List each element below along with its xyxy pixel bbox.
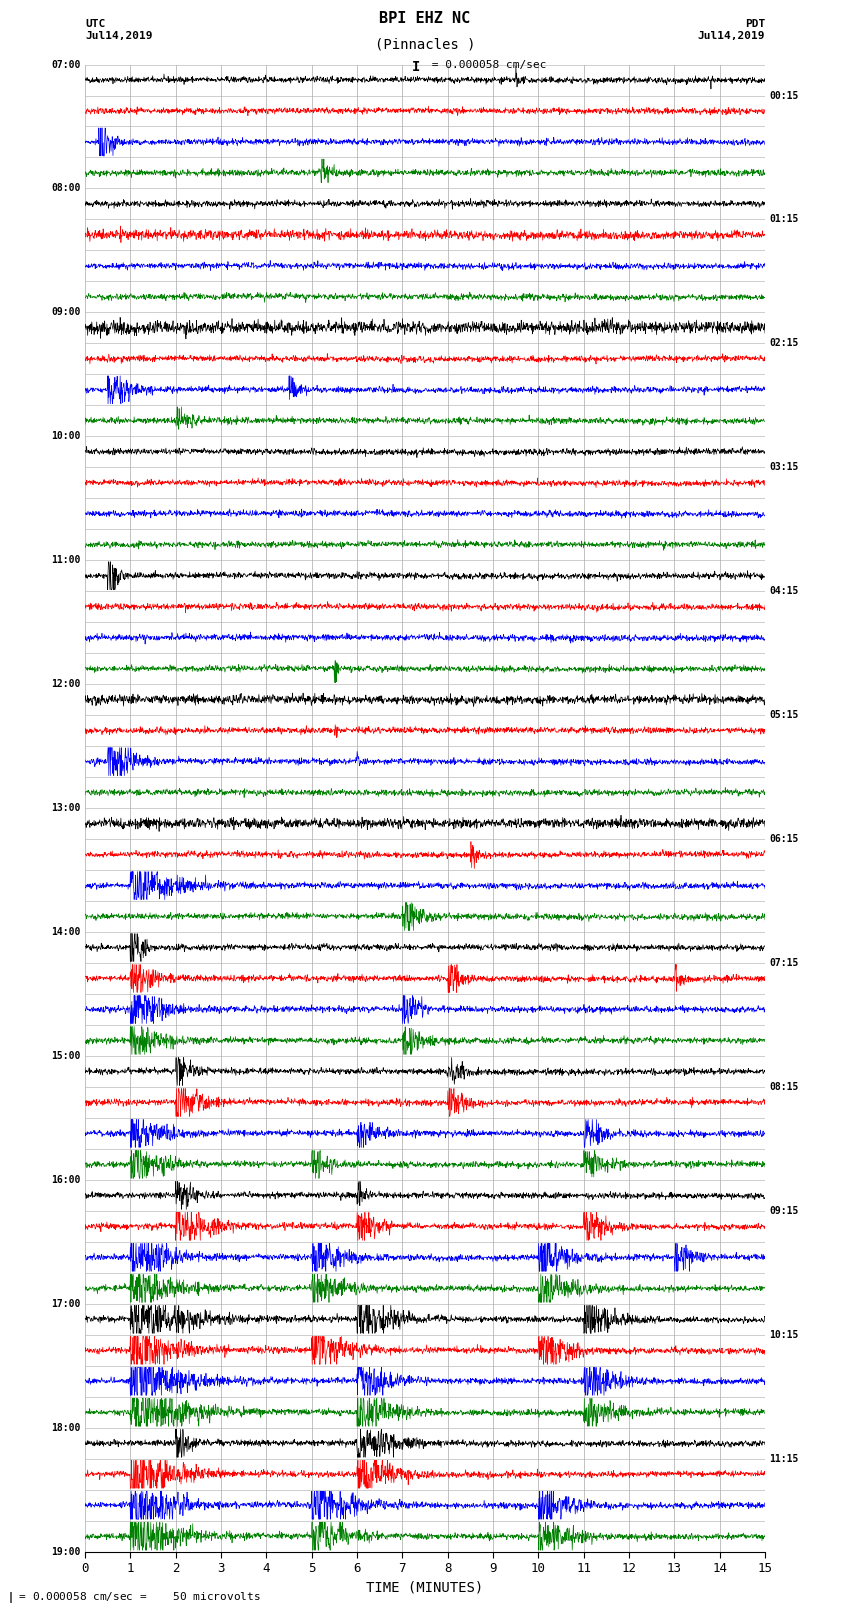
- Text: 00:15: 00:15: [769, 90, 799, 100]
- Text: 01:15: 01:15: [769, 215, 799, 224]
- Text: UTC
Jul14,2019: UTC Jul14,2019: [85, 19, 152, 40]
- Text: 05:15: 05:15: [769, 710, 799, 719]
- Text: 02:15: 02:15: [769, 339, 799, 348]
- Text: 17:00: 17:00: [51, 1298, 81, 1308]
- Text: I: I: [412, 60, 421, 74]
- Text: 07:00: 07:00: [51, 60, 81, 69]
- Text: 19:00: 19:00: [51, 1547, 81, 1557]
- Text: 07:15: 07:15: [769, 958, 799, 968]
- Text: 13:00: 13:00: [51, 803, 81, 813]
- Text: 09:00: 09:00: [51, 308, 81, 318]
- Text: 18:00: 18:00: [51, 1423, 81, 1432]
- Text: 03:15: 03:15: [769, 463, 799, 473]
- Text: PDT
Jul14,2019: PDT Jul14,2019: [698, 19, 765, 40]
- Text: 10:15: 10:15: [769, 1329, 799, 1340]
- Text: 04:15: 04:15: [769, 586, 799, 597]
- Text: 16:00: 16:00: [51, 1174, 81, 1186]
- Text: 14:00: 14:00: [51, 927, 81, 937]
- Text: 08:15: 08:15: [769, 1082, 799, 1092]
- Text: 12:00: 12:00: [51, 679, 81, 689]
- Text: 11:00: 11:00: [51, 555, 81, 565]
- Text: = 0.000058 cm/sec: = 0.000058 cm/sec: [425, 60, 547, 69]
- Text: 09:15: 09:15: [769, 1207, 799, 1216]
- Text: (Pinnacles ): (Pinnacles ): [375, 37, 475, 52]
- Text: 11:15: 11:15: [769, 1453, 799, 1463]
- Text: $\bf{|}$ = 0.000058 cm/sec =    50 microvolts: $\bf{|}$ = 0.000058 cm/sec = 50 microvol…: [8, 1590, 261, 1605]
- Text: 15:00: 15:00: [51, 1052, 81, 1061]
- Text: 08:00: 08:00: [51, 184, 81, 194]
- Text: 06:15: 06:15: [769, 834, 799, 844]
- Text: 10:00: 10:00: [51, 431, 81, 442]
- Text: BPI EHZ NC: BPI EHZ NC: [379, 11, 471, 26]
- X-axis label: TIME (MINUTES): TIME (MINUTES): [366, 1581, 484, 1595]
